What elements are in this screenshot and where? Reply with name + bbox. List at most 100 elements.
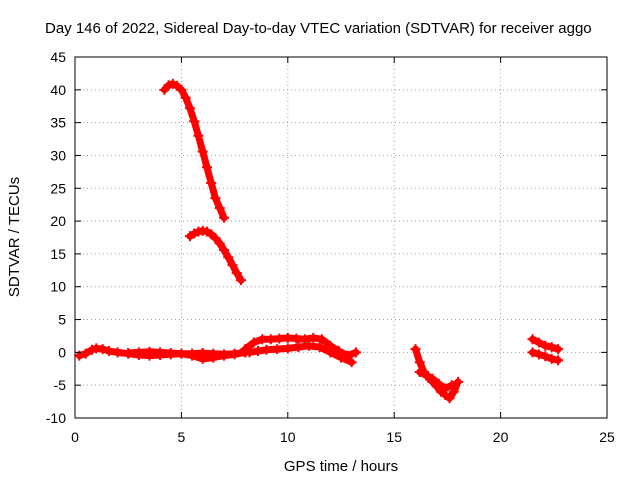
- data-point: [208, 352, 219, 363]
- grid: [75, 57, 607, 418]
- data-point: [231, 267, 242, 278]
- data-point: [427, 373, 438, 384]
- data-point: [446, 380, 457, 391]
- data-point: [229, 349, 240, 360]
- data-point: [308, 332, 319, 343]
- data-point: [144, 346, 155, 357]
- data-point: [112, 347, 123, 358]
- data-point: [272, 344, 283, 355]
- x-tick-label: 25: [599, 429, 615, 445]
- y-tick-label: -5: [54, 377, 67, 393]
- y-tick-label: 20: [50, 213, 66, 229]
- data-point: [244, 347, 255, 358]
- y-tick-label: 5: [58, 312, 66, 328]
- x-tick-label: 0: [71, 429, 79, 445]
- data-point: [421, 370, 432, 381]
- y-tick-label: 10: [50, 279, 66, 295]
- data-point: [346, 357, 357, 368]
- data-point: [257, 334, 268, 345]
- y-tick-label: 30: [50, 147, 66, 163]
- data-point: [453, 376, 464, 387]
- data-point: [282, 343, 293, 354]
- data-point: [433, 378, 444, 389]
- data-point: [546, 353, 557, 364]
- data-point: [304, 340, 315, 351]
- data-point: [414, 357, 425, 368]
- data-point: [223, 252, 234, 263]
- data-point: [350, 347, 361, 358]
- data-point: [210, 193, 221, 204]
- data-point: [293, 342, 304, 353]
- data-point: [448, 386, 459, 397]
- y-tick-label: 45: [50, 49, 66, 65]
- data-point: [155, 347, 166, 358]
- y-tick-label: 15: [50, 246, 66, 262]
- data-point: [265, 334, 276, 345]
- x-tick-label: 10: [280, 429, 296, 445]
- data-point: [553, 355, 564, 366]
- x-tick-label: 5: [178, 429, 186, 445]
- data-point: [314, 342, 325, 353]
- data-point: [184, 103, 195, 114]
- data-point: [187, 350, 198, 361]
- data-point: [218, 350, 229, 361]
- x-axis-label: GPS time / hours: [284, 458, 398, 475]
- data-point: [533, 337, 544, 348]
- data-point: [299, 334, 310, 345]
- data-point: [218, 244, 229, 255]
- data-point: [248, 337, 259, 348]
- data-point: [189, 116, 200, 127]
- data-point: [206, 178, 217, 189]
- data-point: [176, 348, 187, 359]
- data-marks: [74, 78, 564, 404]
- data-point: [176, 84, 187, 95]
- data-point: [316, 334, 327, 345]
- x-tick-label: 20: [493, 429, 509, 445]
- data-point: [527, 334, 538, 345]
- data-point: [123, 348, 134, 359]
- data-point: [227, 260, 238, 271]
- x-tick-label: 15: [386, 429, 402, 445]
- data-point: [197, 146, 208, 157]
- data-point: [533, 349, 544, 360]
- y-tick-label: 25: [50, 180, 66, 196]
- data-point: [197, 353, 208, 364]
- data-point: [133, 347, 144, 358]
- data-point: [261, 344, 272, 355]
- data-point: [274, 333, 285, 344]
- y-tick-label: 40: [50, 82, 66, 98]
- data-point: [291, 333, 302, 344]
- data-point: [80, 348, 91, 359]
- data-point: [214, 202, 225, 213]
- data-point: [282, 332, 293, 343]
- data-point: [218, 212, 229, 223]
- data-point: [440, 383, 451, 394]
- data-point: [540, 351, 551, 362]
- data-point: [540, 340, 551, 351]
- data-point: [553, 344, 564, 355]
- y-tick-label: -10: [46, 410, 66, 426]
- data-point: [180, 92, 191, 103]
- data-point: [193, 130, 204, 141]
- data-point: [414, 367, 425, 378]
- data-point: [210, 233, 221, 244]
- data-point: [165, 348, 176, 359]
- ticks: 0 5 10 15 20 25 -10 -5 0 5 10 15 20 25 30 35 40 45: [46, 49, 615, 445]
- plot-frame: [74, 56, 608, 419]
- data-point: [527, 347, 538, 358]
- y-tick-label: 35: [50, 115, 66, 131]
- data-point: [104, 346, 115, 357]
- data-point: [214, 238, 225, 249]
- data-point: [325, 347, 336, 358]
- data-point: [410, 344, 421, 355]
- data-point: [201, 162, 212, 173]
- y-tick-label: 0: [58, 344, 66, 360]
- data-point: [336, 352, 346, 363]
- data-point: [97, 344, 108, 355]
- data-point: [546, 342, 557, 353]
- chart-title: Day 146 of 2022, Sidereal Day-to-day VTE…: [45, 20, 592, 37]
- y-axis-label: SDTVAR / TECUs: [6, 177, 23, 297]
- data-point: [253, 346, 264, 357]
- data-point: [235, 275, 246, 286]
